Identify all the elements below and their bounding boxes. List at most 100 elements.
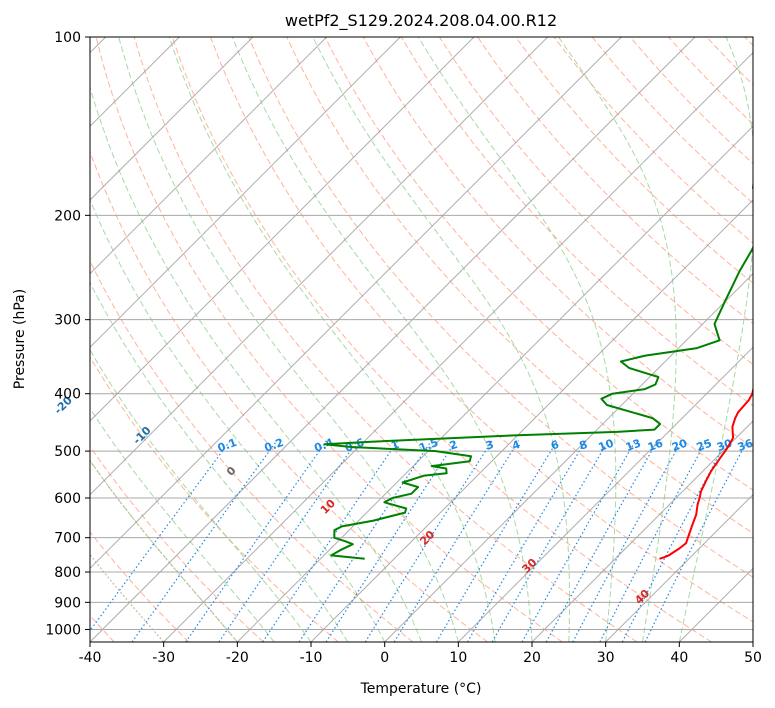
dry-adiabat-line [515, 37, 753, 284]
x-tick-label: 40 [670, 650, 688, 666]
mixing-ratio-label: 8 [578, 438, 590, 453]
y-tick-label: 600 [54, 491, 81, 507]
chart-title: wetPf2_S129.2024.208.04.00.R12 [285, 11, 557, 31]
x-axis-title: Temperature (°C) [360, 681, 482, 697]
isotherm-line [457, 346, 753, 642]
isotherm-line [90, 37, 696, 642]
isotherm-line [605, 493, 753, 642]
x-tick-label: 50 [744, 650, 762, 666]
x-tick-label: -10 [300, 650, 323, 666]
isotherm-line [90, 37, 401, 349]
moist-adiabat-line [90, 349, 312, 642]
mixing-ratio-label: 0.2 [263, 436, 286, 455]
mixing-ratio-line [364, 440, 493, 642]
isotherm-line [163, 51, 753, 642]
y-axis-title: Pressure (hPa) [12, 289, 28, 389]
background-lines [90, 37, 753, 642]
x-tick-label: -30 [152, 650, 175, 666]
mixing-ratio-line [90, 440, 231, 632]
mixing-ratio-line [521, 440, 637, 642]
isotherm-line [90, 37, 549, 496]
y-tick-label: 300 [54, 313, 81, 329]
isotherm-line [310, 199, 753, 642]
theta-e-line [90, 459, 238, 642]
mixing-ratio-line [393, 440, 520, 642]
mixing-ratio-line [185, 440, 328, 642]
mixing-ratio-label: 16 [646, 436, 665, 454]
y-tick-label: 700 [54, 531, 81, 547]
isotherm-line [90, 37, 254, 201]
mixing-ratio-label: 6 [549, 438, 561, 453]
dry-adiabat-line [400, 37, 753, 407]
mixing-ratio-label: 30 [715, 436, 734, 454]
mixing-ratio-label: 1 [389, 438, 401, 453]
mixing-ratio-line [491, 440, 609, 642]
isotherm-line [90, 37, 475, 422]
dry-adiabat-line [90, 356, 339, 642]
moist-adiabat-line [90, 85, 422, 642]
axis-ticks: -40 -30 -20 -10 0 10 20 30 40 5010020030040050060… [45, 30, 762, 666]
y-tick-label: 200 [54, 208, 81, 224]
mixing-ratio-line [325, 440, 457, 642]
moist-adiabat-line [558, 37, 677, 642]
isotherm-line [90, 37, 328, 275]
dry-adiabat-line [90, 150, 488, 642]
moist-adiabat-line [231, 37, 533, 642]
y-tick-label: 900 [54, 595, 81, 611]
plot-frame [89, 36, 754, 643]
isotherm-line [236, 125, 753, 642]
profile-line [323, 177, 753, 560]
mixing-ratio-label: 13 [624, 437, 643, 454]
moist-adiabat-line [90, 407, 275, 642]
moist-adiabat-line [90, 198, 386, 642]
y-tick-label: 500 [54, 444, 81, 460]
mixing-ratio-label: 20 [670, 436, 689, 454]
dry-adiabat-line [210, 37, 753, 623]
mixing-ratio-label: 0.1 [216, 436, 239, 455]
profile-line [659, 386, 753, 560]
mixing-ratio-label: 10 [597, 436, 616, 454]
isotherm-line [752, 641, 753, 642]
isotherm-line [531, 420, 753, 642]
y-tick-label: 400 [54, 387, 81, 403]
y-tick-label: 800 [54, 565, 81, 581]
mixing-ratio-line [644, 440, 748, 642]
dry-adiabat-line [90, 531, 190, 642]
isotherm-line [90, 37, 622, 570]
moist-adiabat-line [168, 37, 496, 642]
y-tick-label: 1000 [45, 622, 81, 638]
moist-adiabat-line [678, 37, 753, 642]
mixing-ratio-label: 0.4 [312, 436, 335, 455]
moist-adiabat-line [312, 37, 570, 642]
isotherm-line [384, 272, 753, 642]
mixing-ratio-line [545, 440, 659, 642]
dry-adiabat-line [90, 445, 264, 642]
moist-adiabat-line [118, 37, 459, 642]
profile-lines [323, 177, 753, 560]
mixing-ratio-label: 25 [695, 437, 714, 454]
mixing-ratio-line [262, 440, 399, 642]
mixing-ratio-label: 3 [484, 438, 496, 453]
dry-adiabat-line [438, 37, 753, 366]
mixing-ratio-line [466, 440, 587, 642]
mixing-ratio-line [298, 440, 432, 642]
y-tick-label: 100 [54, 30, 81, 46]
mixing-ratio-label: 4 [510, 438, 522, 453]
x-tick-label: 10 [449, 650, 467, 666]
mixing-ratio-label: 36 [736, 436, 755, 454]
mixing-ratio-label: 0.6 [343, 436, 366, 455]
mixing-ratio-line [131, 440, 278, 642]
x-tick-label: -40 [79, 650, 102, 666]
mixing-ratio-line [435, 440, 558, 642]
plot-background [90, 37, 753, 642]
x-tick-label: 20 [523, 650, 541, 666]
x-tick-label: 0 [380, 650, 389, 666]
moist-adiabat-line [90, 281, 349, 642]
dry-adiabat-line [95, 37, 563, 642]
mixing-ratio-label: 2 [448, 438, 460, 453]
mixing-ratio-line [572, 440, 683, 642]
x-tick-label: 30 [597, 650, 615, 666]
dry-adiabat-line [248, 37, 753, 578]
x-tick-label: -20 [226, 650, 249, 666]
